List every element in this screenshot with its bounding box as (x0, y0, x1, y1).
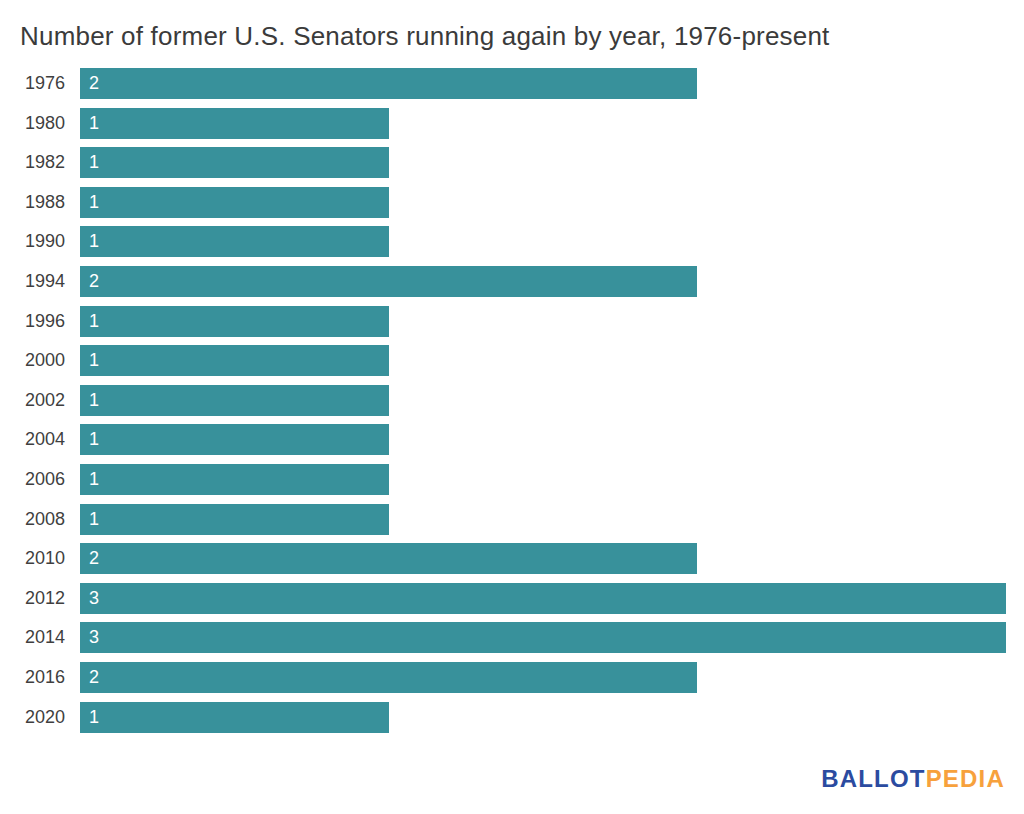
bar-value-label: 1 (80, 390, 99, 411)
year-label: 1990 (5, 231, 65, 252)
bar-value-label: 2 (80, 271, 99, 292)
table-row: 2004 1 (0, 424, 1024, 455)
table-row: 2014 3 (0, 622, 1024, 653)
table-row: 2006 1 (0, 464, 1024, 495)
table-row: 2002 1 (0, 385, 1024, 416)
bar: 3 (80, 622, 1006, 653)
table-row: 1982 1 (0, 147, 1024, 178)
bar-value-label: 1 (80, 231, 99, 252)
bar: 2 (80, 662, 697, 693)
bar-value-label: 1 (80, 350, 99, 371)
ballotpedia-logo: BALLOTPEDIA (821, 765, 1005, 793)
year-label: 2010 (5, 548, 65, 569)
bar-value-label: 2 (80, 73, 99, 94)
bar-value-label: 1 (80, 707, 99, 728)
year-label: 2008 (5, 509, 65, 530)
bar-value-label: 1 (80, 192, 99, 213)
bar: 1 (80, 504, 389, 535)
year-label: 2012 (5, 588, 65, 609)
bar: 1 (80, 385, 389, 416)
table-row: 2020 1 (0, 702, 1024, 733)
bar-value-label: 2 (80, 548, 99, 569)
bar-value-label: 1 (80, 152, 99, 173)
year-label: 1982 (5, 152, 65, 173)
bar: 1 (80, 187, 389, 218)
bar: 1 (80, 345, 389, 376)
bar-value-label: 3 (80, 588, 99, 609)
table-row: 2010 2 (0, 543, 1024, 574)
logo-text-ballot: BALLOT (821, 765, 926, 792)
bar: 2 (80, 266, 697, 297)
year-label: 2000 (5, 350, 65, 371)
bar-value-label: 1 (80, 113, 99, 134)
bar: 3 (80, 583, 1006, 614)
year-label: 2020 (5, 707, 65, 728)
table-row: 1994 2 (0, 266, 1024, 297)
table-row: 1990 1 (0, 226, 1024, 257)
bar-value-label: 2 (80, 667, 99, 688)
bar-value-label: 1 (80, 311, 99, 332)
table-row: 1988 1 (0, 187, 1024, 218)
bar: 2 (80, 543, 697, 574)
table-row: 2000 1 (0, 345, 1024, 376)
year-label: 2006 (5, 469, 65, 490)
year-label: 1976 (5, 73, 65, 94)
year-label: 1996 (5, 311, 65, 332)
year-label: 1988 (5, 192, 65, 213)
logo-text-pedia: PEDIA (926, 765, 1005, 792)
bar: 1 (80, 464, 389, 495)
bar: 1 (80, 702, 389, 733)
year-label: 1994 (5, 271, 65, 292)
year-label: 2014 (5, 627, 65, 648)
bar: 1 (80, 306, 389, 337)
bar-value-label: 1 (80, 509, 99, 530)
table-row: 1976 2 (0, 68, 1024, 99)
table-row: 2016 2 (0, 662, 1024, 693)
bar: 1 (80, 108, 389, 139)
table-row: 1996 1 (0, 306, 1024, 337)
bar: 1 (80, 424, 389, 455)
chart-title: Number of former U.S. Senators running a… (20, 21, 830, 52)
bar: 1 (80, 226, 389, 257)
year-label: 1980 (5, 113, 65, 134)
year-label: 2004 (5, 429, 65, 450)
year-label: 2002 (5, 390, 65, 411)
table-row: 2012 3 (0, 583, 1024, 614)
bar-value-label: 1 (80, 429, 99, 450)
year-label: 2016 (5, 667, 65, 688)
bar-chart: 1976 2 1980 1 1982 1 1988 1 1990 (0, 68, 1024, 733)
bar: 1 (80, 147, 389, 178)
bar-value-label: 1 (80, 469, 99, 490)
bar-value-label: 3 (80, 627, 99, 648)
table-row: 1980 1 (0, 108, 1024, 139)
table-row: 2008 1 (0, 504, 1024, 535)
chart-canvas: Number of former U.S. Senators running a… (0, 0, 1024, 814)
bar: 2 (80, 68, 697, 99)
